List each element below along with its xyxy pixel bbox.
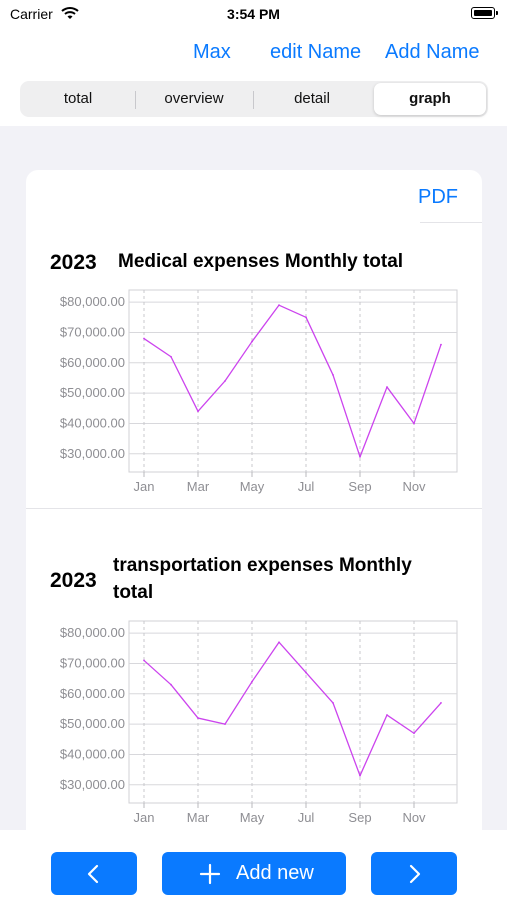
- data-point: [413, 732, 415, 735]
- y-tick-label: $70,000.00: [60, 324, 125, 339]
- y-tick-label: $60,000.00: [60, 355, 125, 370]
- chart-title: Medical expenses Monthly total: [118, 251, 404, 272]
- next-button[interactable]: [371, 852, 457, 895]
- data-point: [386, 386, 388, 388]
- series-line: [143, 304, 442, 458]
- chart-year: 2023: [50, 569, 97, 592]
- x-tick-label: Jan: [134, 479, 155, 494]
- data-point: [251, 340, 253, 343]
- nav-bar: Max edit Name Add Name total overview de…: [0, 30, 507, 126]
- data-point: [332, 702, 334, 704]
- y-tick-label: $80,000.00: [60, 625, 125, 640]
- x-tick-label: Jul: [298, 479, 315, 494]
- data-point: [305, 671, 307, 674]
- divider: [420, 222, 482, 223]
- x-tick-label: Jul: [298, 810, 315, 825]
- data-point: [359, 774, 361, 777]
- y-tick-label: $80,000.00: [60, 294, 125, 309]
- line-chart-medical: $80,000.00 $70,000.00 $60,000.00 $50,000.00…: [60, 289, 458, 494]
- data-point: [143, 337, 145, 340]
- content-area: PDF 2023 Medical expenses Monthly total …: [0, 126, 507, 830]
- y-tick-label: $30,000.00: [60, 446, 125, 461]
- y-tick-label: $60,000.00: [60, 686, 125, 701]
- carrier-label: Carrier: [10, 6, 53, 22]
- data-point: [359, 455, 361, 458]
- plot-area: [128, 289, 458, 473]
- data-point: [332, 374, 334, 376]
- battery-icon: [471, 7, 498, 19]
- segment-divider: [253, 91, 254, 109]
- wifi-icon: [61, 7, 79, 19]
- add-name-button[interactable]: Add Name: [385, 41, 480, 63]
- data-point: [278, 641, 280, 644]
- x-tick-label: May: [240, 479, 265, 494]
- data-point: [170, 355, 172, 358]
- chart-section-medical: 2023 Medical expenses Monthly total $80,…: [26, 170, 482, 508]
- add-new-button[interactable]: Add new: [162, 852, 346, 895]
- chart-section-transportation: 2023 transportation expenses Monthly tot…: [26, 508, 482, 830]
- edit-name-button[interactable]: edit Name: [270, 41, 362, 63]
- status-bar: Carrier 3:54 PM: [0, 0, 507, 30]
- data-point: [224, 380, 226, 382]
- max-button[interactable]: Max: [193, 41, 231, 63]
- segmented-control: total overview detail graph: [20, 81, 488, 117]
- y-tick-label: $70,000.00: [60, 655, 125, 670]
- segment-divider: [135, 91, 136, 109]
- data-point: [224, 723, 226, 726]
- data-point: [413, 422, 415, 425]
- line-chart-transportation: $80,000.00 $70,000.00 $60,000.00 $50,000.00…: [60, 620, 458, 825]
- y-tick-label: $50,000.00: [60, 385, 125, 400]
- data-point: [440, 343, 442, 346]
- chart-title: transportation expenses Monthly total: [113, 555, 412, 603]
- data-point: [440, 702, 442, 704]
- data-point: [386, 714, 388, 716]
- divider: [26, 508, 482, 509]
- bottom-toolbar: Add new: [0, 830, 507, 900]
- chevron-left-icon: [87, 864, 99, 884]
- tab-total[interactable]: total: [63, 90, 93, 107]
- x-tick-label: Sep: [348, 810, 371, 825]
- x-tick-label: Jan: [134, 810, 155, 825]
- x-tick-label: Nov: [402, 810, 426, 825]
- data-point: [251, 680, 253, 683]
- x-tick-label: Mar: [187, 810, 210, 825]
- chevron-right-icon: [409, 864, 421, 884]
- add-new-label: Add new: [236, 862, 314, 884]
- previous-button[interactable]: [51, 852, 137, 895]
- x-tick-label: May: [240, 810, 265, 825]
- x-tick-label: Mar: [187, 479, 210, 494]
- plot-area: [128, 620, 458, 804]
- y-tick-label: $40,000.00: [60, 415, 125, 430]
- graph-card: PDF 2023 Medical expenses Monthly total …: [26, 170, 482, 830]
- x-tick-label: Sep: [348, 479, 371, 494]
- y-tick-label: $50,000.00: [60, 716, 125, 731]
- data-point: [278, 304, 280, 307]
- status-time: 3:54 PM: [227, 6, 280, 22]
- tab-graph[interactable]: graph: [374, 83, 486, 115]
- data-point: [170, 683, 172, 686]
- x-tick-label: Nov: [402, 479, 426, 494]
- tab-overview[interactable]: overview: [164, 90, 224, 107]
- plus-icon: [199, 863, 221, 885]
- pdf-button[interactable]: PDF: [418, 186, 458, 208]
- series-line: [143, 641, 442, 777]
- data-point: [305, 316, 307, 319]
- y-tick-label: $30,000.00: [60, 777, 125, 792]
- y-tick-label: $40,000.00: [60, 746, 125, 761]
- data-point: [143, 659, 145, 662]
- chart-year: 2023: [50, 251, 97, 274]
- data-point: [197, 717, 199, 719]
- tab-detail[interactable]: detail: [294, 90, 330, 107]
- data-point: [197, 410, 199, 413]
